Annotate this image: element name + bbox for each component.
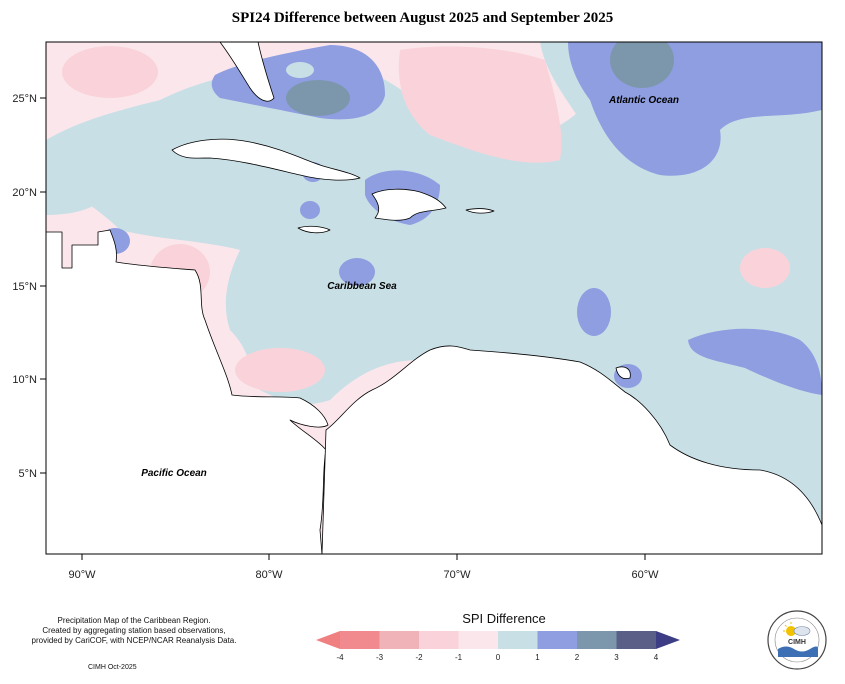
- legend-tick-label: 4: [654, 653, 659, 662]
- field-pink-nw: [62, 46, 158, 98]
- legend-tick-label: 3: [614, 653, 619, 662]
- land-hispaniola: [371, 188, 447, 221]
- x-tick-label: 90°W: [68, 569, 96, 581]
- field-blue-central: [339, 258, 375, 286]
- y-tick-label: 15°N: [12, 281, 37, 293]
- legend-arrow-high: [656, 631, 680, 649]
- map-title: SPI24 Difference between August 2025 and…: [231, 10, 614, 26]
- footer-line: Created by aggregating station based obs…: [42, 626, 226, 635]
- field-blue-florida: [286, 62, 314, 78]
- land: [46, 42, 822, 554]
- logo-text: CIMH: [788, 639, 806, 646]
- footer-line: provided by CariCOF, with NCEP/NCAR Rean…: [31, 636, 237, 645]
- land-florida: [219, 42, 275, 102]
- legend-colorbar: [316, 631, 680, 649]
- legend-bin: [379, 631, 419, 649]
- legend-tick-label: 2: [575, 653, 580, 662]
- y-tick-label: 25°N: [12, 93, 37, 105]
- field-pink-sw: [235, 348, 325, 392]
- legend-tick-label: 1: [535, 653, 540, 662]
- field-greyblue-atlantic: [610, 42, 674, 88]
- legend-arrow-low: [316, 631, 340, 649]
- footer-line: Precipitation Map of the Caribbean Regio…: [57, 616, 211, 625]
- legend-ticks: -4 -3 -2 -1 0 1 2 3 4: [336, 653, 658, 662]
- legend-bin: [419, 631, 459, 649]
- legend-bin: [616, 631, 656, 649]
- legend-tick-label: -2: [415, 653, 423, 662]
- field-blue-jamaica: [300, 201, 320, 219]
- legend-bin: [340, 631, 380, 649]
- legend-bin: [458, 631, 498, 649]
- legend-bin: [577, 631, 617, 649]
- field-light-blue-west: [46, 150, 110, 215]
- land-trinidad: [615, 366, 631, 380]
- legend-tick-label: -4: [336, 653, 344, 662]
- footer-credit: CIMH Oct-2025: [88, 664, 137, 671]
- field-pink-east: [740, 248, 790, 288]
- legend-bin: [537, 631, 577, 649]
- legend-title: SPI Difference: [462, 611, 546, 626]
- x-tick-label: 70°W: [443, 569, 471, 581]
- footer-description: Precipitation Map of the Caribbean Regio…: [18, 616, 250, 646]
- caribbean-sea-label: Caribbean Sea: [327, 281, 397, 292]
- atlantic-ocean-label: Atlantic Ocean: [608, 95, 679, 106]
- land-south-america: [321, 345, 822, 554]
- y-tick-label: 20°N: [12, 187, 37, 199]
- land-puerto-rico: [465, 208, 495, 214]
- y-axis: [40, 97, 46, 474]
- land-cuba: [171, 138, 361, 181]
- x-tick-label: 60°W: [631, 569, 659, 581]
- field-blue-antilles: [577, 288, 611, 336]
- field-blue-tropical: [688, 328, 822, 395]
- y-tick-label: 5°N: [19, 468, 38, 480]
- pacific-ocean-label: Pacific Ocean: [141, 468, 207, 479]
- cimh-logo-icon: CIMH: [767, 610, 827, 670]
- legend-bin: [498, 631, 538, 649]
- field-greyblue-bahamas: [286, 80, 350, 116]
- legend-tick-label: -3: [376, 653, 384, 662]
- x-axis: [81, 554, 646, 560]
- x-tick-label: 80°W: [255, 569, 283, 581]
- legend-tick-label: 0: [496, 653, 501, 662]
- land-jamaica: [297, 225, 331, 234]
- plot-frame: [45, 41, 823, 555]
- legend-tick-label: -1: [455, 653, 463, 662]
- land-central-america: [46, 229, 329, 554]
- field-pink-atlantic: [398, 46, 562, 163]
- y-tick-label: 10°N: [12, 374, 37, 386]
